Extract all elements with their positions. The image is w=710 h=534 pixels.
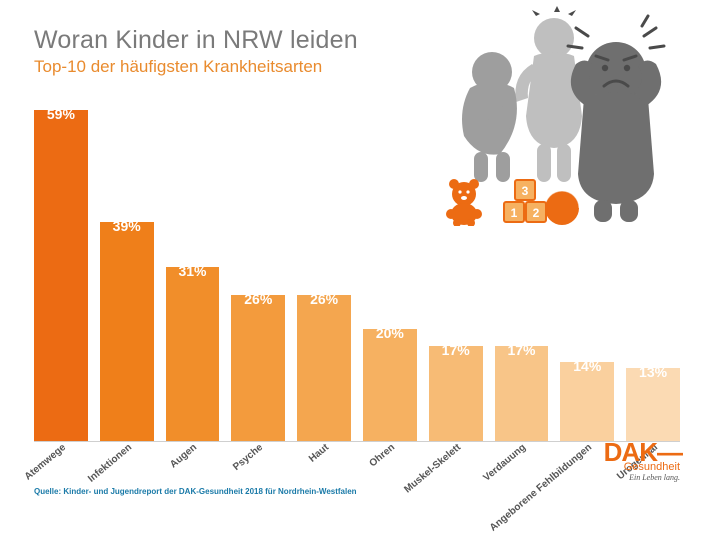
bar-0: 59% [34, 110, 88, 441]
bar-1: 39% [100, 110, 154, 441]
bar-4: 26% [297, 110, 351, 441]
bar-value-label: 13% [626, 364, 680, 380]
bar-label: Haut [307, 442, 331, 465]
source-line: Quelle: Kinder- und Jugendreport der DAK… [34, 487, 357, 496]
bar-value-label: 17% [495, 342, 549, 358]
bar-value-label: 39% [100, 218, 154, 234]
bar-rect [495, 346, 549, 441]
bar-label: Ohren [367, 442, 397, 469]
bar-5: 20% [363, 110, 417, 441]
bar-2: 31% [166, 110, 220, 441]
bar-value-label: 26% [231, 291, 285, 307]
bar-3: 26% [231, 110, 285, 441]
bar-label: Psyche [231, 442, 265, 473]
bar-value-label: 14% [560, 358, 614, 374]
bar-rect [297, 295, 351, 441]
bar-7: 17% [495, 110, 549, 441]
bar-value-label: 26% [297, 291, 351, 307]
bar-rect [231, 295, 285, 441]
chart-title: Woran Kinder in NRW leiden [34, 26, 680, 55]
bar-value-label: 59% [34, 106, 88, 122]
bar-rect [34, 110, 88, 441]
bar-6: 17% [429, 110, 483, 441]
bar-label: Verdauung [482, 442, 529, 484]
bar-label: Augen [169, 442, 200, 470]
bar-value-label: 20% [363, 325, 417, 341]
bar-label: Infektionen [86, 442, 134, 485]
bar-chart: 59% 39% 31% 26% 26% 20% 17% 17% 14% 13% [34, 110, 680, 442]
bar-rect [429, 346, 483, 441]
bar-rect [100, 222, 154, 441]
bar-8: 14% [560, 110, 614, 441]
bar-value-label: 17% [429, 342, 483, 358]
bar-9: 13% [626, 110, 680, 441]
dak-logo: DAK— Gesundheit Ein Leben lang. [604, 442, 680, 482]
bar-rect [363, 329, 417, 441]
bar-label: Atemwege [23, 442, 68, 483]
bar-rect [166, 267, 220, 441]
logo-slogan: Ein Leben lang. [604, 473, 680, 482]
chart-subtitle: Top-10 der häufigsten Krankheitsarten [34, 57, 680, 77]
bar-value-label: 31% [166, 263, 220, 279]
